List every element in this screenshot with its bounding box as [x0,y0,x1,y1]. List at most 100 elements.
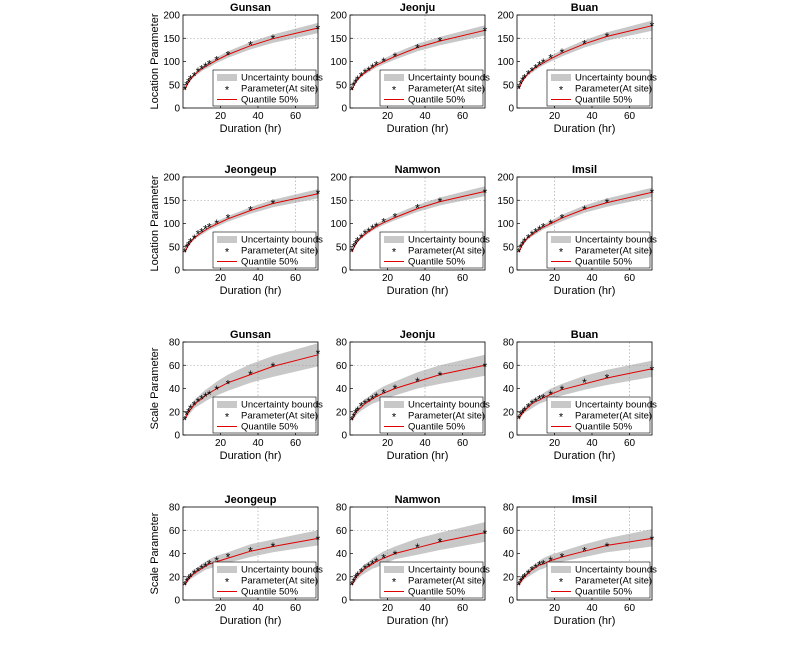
chart-title: Jeonju [400,2,435,14]
quantile-50-line [351,532,486,586]
legend: Uncertainty bounds * Parameter(At site)Qua… [379,396,490,434]
x-tick-label: 60 [457,603,469,614]
parameter-marker: * [541,557,546,571]
parameter-marker: * [248,204,253,218]
parameter-marker: * [518,241,523,255]
y-tick-label: 200 [330,11,347,22]
chart-panel-buan-scale: **** * * * * * * * * **20 40 60020406080BuanDuratio… [503,329,657,462]
legend-label: Uncertainty bounds [241,235,323,246]
chart-panel-imsil-location: **** * * * * * * ** **20 40 60050100150200ImsilDur… [497,164,657,297]
legend-label: Uncertainty bounds [408,400,490,411]
parameter-marker: * [188,236,193,250]
x-tick-label: 40 [586,273,598,284]
x-tick-label: 60 [457,438,469,449]
parameter-marker: * [359,69,364,83]
parameter-marker: * [203,223,208,237]
chart-title: Buan [571,2,599,14]
y-tick-label: 50 [503,80,515,91]
x-axis-label: Duration (hr) [387,123,449,135]
y-tick-label: 80 [503,338,515,349]
legend-band-swatch [551,236,571,243]
chart-title: Buan [571,329,599,341]
x-tick-label: 20 [215,438,227,449]
parameter-marker: * [363,227,368,241]
legend-marker-swatch: * [392,85,397,97]
legend-marker-swatch: * [559,577,564,589]
chart-title: Gunsan [230,2,271,14]
parameter-marker: * [381,55,386,69]
parameter-marker: * [415,541,420,555]
y-axis-label: Location Parameter [149,175,161,271]
parameter-marker: * [186,238,191,252]
x-tick-label: 40 [419,438,431,449]
parameter-marker: * [370,222,375,236]
parameter-marker: * [226,211,231,225]
x-tick-label: 60 [290,111,302,122]
parameter-marker: * [520,406,525,420]
legend-label: Quantile 50% [575,587,633,598]
legend-label: Parameter(At site) [241,246,318,257]
x-axis-label: Duration (hr) [554,450,616,462]
legend: Uncertainty bounds * Parameter(At site)Qua… [546,396,657,434]
parameter-marker: * [393,382,398,396]
parameter-marker: * [355,569,360,583]
y-tick-label: 150 [497,34,514,45]
legend-marker-swatch: * [225,577,230,589]
legend-label: Parameter(At site) [408,84,485,95]
parameter-marker: * [214,217,219,231]
parameter-marker: * [537,559,542,573]
x-tick-label: 40 [252,273,264,284]
y-tick-label: 150 [330,34,347,45]
legend-band-swatch [384,566,404,573]
parameter-marker: * [520,74,525,88]
parameter-marker: * [359,399,364,413]
chart-panel-gunsan-location: **** * * * * * * ** **20 40 60050100150200GunsanDu… [149,2,323,135]
parameter-marker: * [199,225,204,239]
y-tick-label: 200 [330,173,347,184]
legend-marker-swatch: * [225,247,230,259]
parameter-marker: * [582,545,587,559]
x-axis-label: Duration (hr) [220,450,282,462]
y-tick-label: 40 [169,549,181,560]
parameter-marker: * [582,376,587,390]
x-tick-label: 60 [290,438,302,449]
legend-label: Parameter(At site) [575,246,652,257]
parameter-marker: * [207,220,212,234]
legend-label: Uncertainty bounds [241,565,323,576]
parameter-marker: * [370,61,375,75]
y-tick-label: 20 [336,572,348,583]
y-tick-label: 20 [503,407,515,418]
y-tick-label: 20 [503,572,515,583]
x-tick-label: 40 [419,111,431,122]
quantile-50-line [184,27,319,91]
y-tick-label: 60 [169,526,181,537]
parameter-marker: * [188,570,193,584]
parameter-marker: * [186,573,191,587]
parameter-marker: * [271,197,276,211]
legend-label: Quantile 50% [575,422,633,433]
y-tick-label: 80 [169,338,181,349]
parameter-marker: * [605,30,610,44]
chart-title: Namwon [395,164,441,176]
x-tick-label: 60 [624,111,636,122]
legend-band-swatch [217,566,237,573]
y-tick-label: 40 [336,549,348,560]
uncertainty-band [518,187,652,254]
x-axis-label: Duration (hr) [387,450,449,462]
parameter-marker: * [537,59,542,73]
parameter-marker: * [350,413,355,427]
legend-label: Uncertainty bounds [241,400,323,411]
quantile-50-line [184,193,319,253]
parameter-marker: * [214,554,219,568]
legend-label: Quantile 50% [408,422,466,433]
parameter-marker: * [188,402,193,416]
parameter-marker: * [188,73,193,87]
legend-label: Parameter(At site) [575,576,652,587]
x-axis-label: Duration (hr) [387,285,449,297]
y-tick-label: 200 [163,173,180,184]
parameter-marker: * [353,237,358,251]
legend-label: Uncertainty bounds [575,73,657,84]
parameter-marker: * [192,69,197,83]
parameter-marker: * [526,68,531,82]
y-tick-label: 40 [336,384,348,395]
